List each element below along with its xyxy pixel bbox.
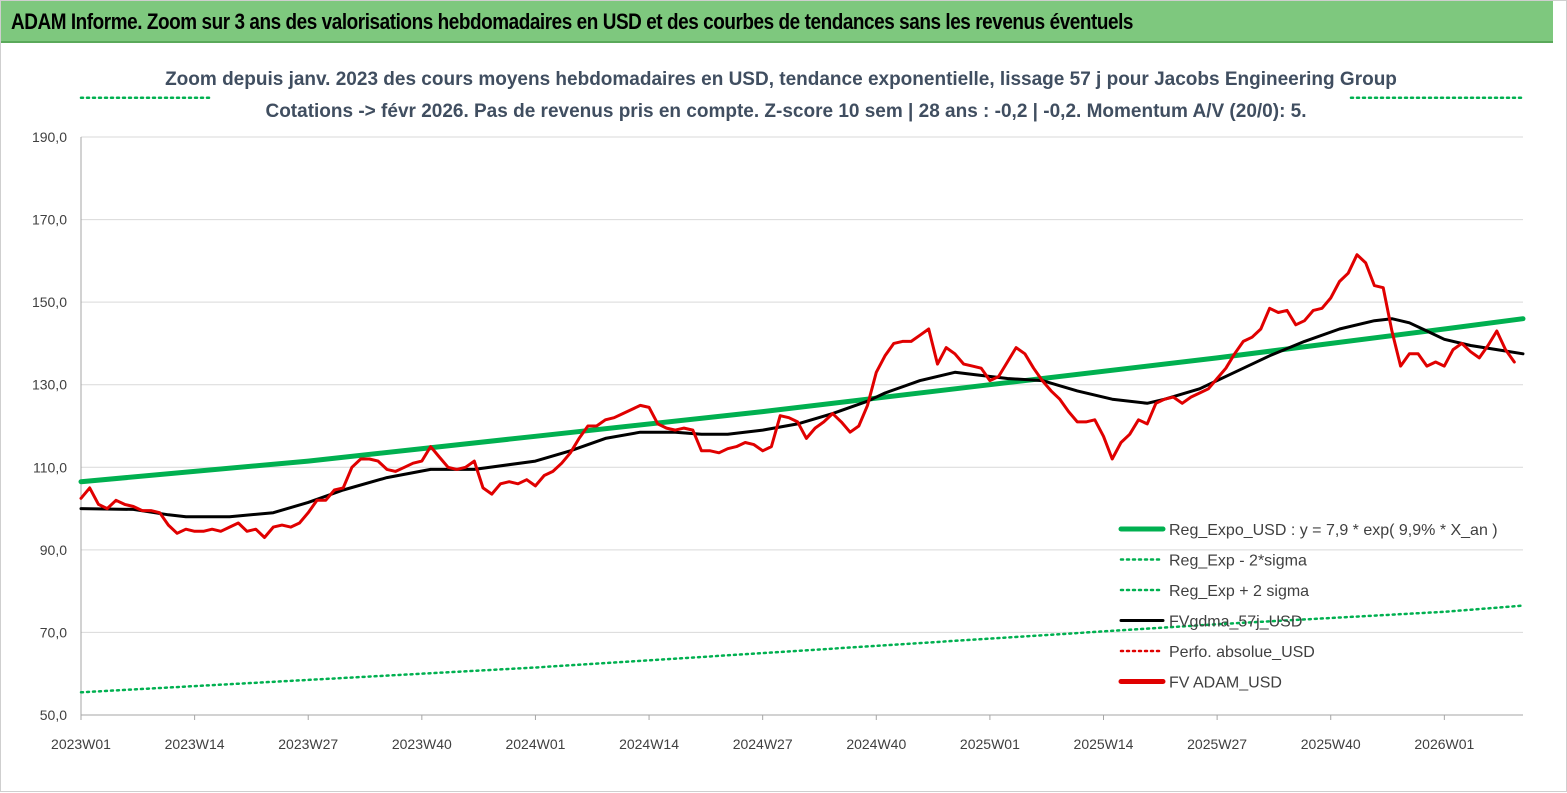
chart-series — [78, 96, 1526, 694]
chart-gridlines — [81, 136, 1523, 716]
x-tick-label: 2025W40 — [1301, 736, 1361, 752]
series-reg-exp-2-sigma — [79, 604, 1525, 694]
series-fv-adam-usd — [79, 253, 1516, 539]
y-tick-label: 190,0 — [32, 129, 67, 145]
chart-subtitle-line2: Cotations -> févr 2026. Pas de revenus p… — [265, 101, 1306, 122]
legend-label: Perfo. absolue_USD — [1169, 644, 1315, 661]
x-tick-label: 2023W01 — [51, 736, 111, 752]
x-tick-label: 2025W14 — [1074, 736, 1134, 752]
chart-legend: Reg_Expo_USD : y = 7,9 * exp( 9,9% * X_a… — [1118, 522, 1498, 692]
y-tick-label: 170,0 — [32, 212, 67, 228]
legend-label: FV ADAM_USD — [1169, 675, 1282, 692]
x-tick-label: 2025W27 — [1187, 736, 1247, 752]
x-tick-label: 2024W01 — [505, 736, 565, 752]
series-reg-expo-usd-y-7-9-exp-9-9-x-an — [78, 316, 1526, 485]
x-tick-label: 2026W01 — [1414, 736, 1474, 752]
y-tick-label: 150,0 — [32, 294, 67, 310]
y-axis: 50,0 70,0 90,0 110,0 130,0 150,0 170,0 190,0 — [32, 129, 82, 723]
y-tick-label: 130,0 — [32, 377, 67, 393]
chart-subtitle-line1: Zoom depuis janv. 2023 des cours moyens … — [165, 69, 1397, 90]
report-title: ADAM Informe. Zoom sur 3 ans des valoris… — [11, 9, 1134, 34]
legend-label: Reg_Exp + 2 sigma — [1169, 583, 1309, 600]
x-tick-label: 2024W27 — [733, 736, 793, 752]
x-tick-label: 2023W14 — [165, 736, 225, 752]
y-tick-label: 110,0 — [33, 459, 67, 475]
x-tick-label: 2024W40 — [846, 736, 906, 752]
legend-label: Reg_Expo_USD : y = 7,9 * exp( 9,9% * X_a… — [1169, 522, 1498, 539]
report-banner: ADAM Informe. Zoom sur 3 ans des valoris… — [1, 1, 1553, 43]
x-axis: 2023W01 2023W14 2023W27 2023W40 2024W01 2024W… — [51, 714, 1523, 752]
series-fvgdma-57j-usd — [79, 317, 1525, 519]
x-tick-label: 2023W40 — [392, 736, 452, 752]
y-tick-label: 70,0 — [40, 624, 67, 640]
y-tick-label: 90,0 — [40, 542, 67, 558]
legend-label: FVgdma_57j_USD — [1169, 614, 1302, 631]
x-tick-label: 2025W01 — [960, 736, 1020, 752]
x-tick-label: 2024W14 — [619, 736, 679, 752]
x-tick-label: 2023W27 — [278, 736, 338, 752]
y-tick-label: 50,0 — [40, 707, 67, 723]
legend-label: Reg_Exp - 2*sigma — [1169, 553, 1307, 570]
